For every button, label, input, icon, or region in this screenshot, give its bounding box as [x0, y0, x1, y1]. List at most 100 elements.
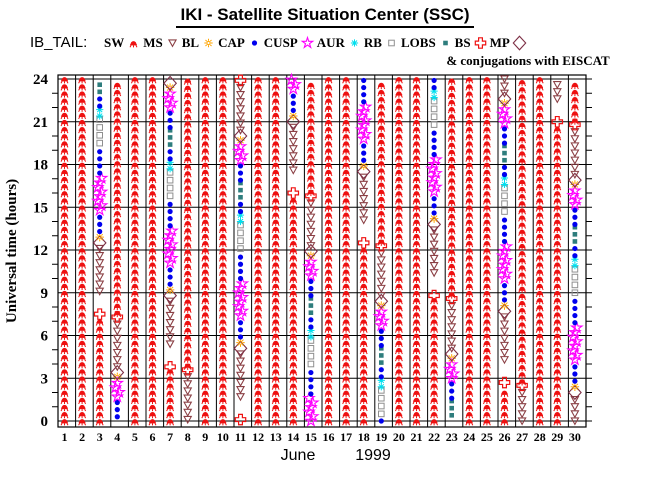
- marker-sw-crab-icon: [183, 234, 192, 243]
- marker-sw-crab-icon: [254, 325, 263, 334]
- marker-sw-crab-icon: [412, 183, 421, 191]
- marker-sw-crab-icon: [254, 126, 263, 134]
- x-day-label: 26: [499, 430, 511, 444]
- marker-sw-crab-icon: [535, 211, 544, 220]
- marker-triangle-down-open-icon: [553, 88, 562, 96]
- marker-sw-crab-icon: [465, 133, 474, 141]
- x-day-label: 6: [150, 430, 156, 444]
- marker-triangle-down-open-icon: [500, 320, 509, 329]
- marker-sw-crab-icon: [60, 268, 69, 277]
- marker-sw-crab-icon: [359, 397, 368, 405]
- marker-sw-crab-icon: [412, 261, 421, 270]
- marker-sw-crab-icon: [113, 167, 122, 176]
- marker-sw-crab-icon: [113, 96, 122, 104]
- marker-sw-crab-icon: [518, 93, 527, 101]
- marker-triangle-down-open-icon: [359, 180, 368, 189]
- marker-sw-crab-icon: [482, 233, 491, 241]
- marker-sw-crab-icon: [342, 233, 351, 241]
- marker-sw-crab-icon: [148, 311, 157, 320]
- marker-sw-crab-icon: [78, 147, 87, 156]
- marker-sw-crab-icon: [60, 83, 69, 92]
- marker-sw-crab-icon: [271, 176, 280, 184]
- marker-sw-crab-icon: [412, 347, 421, 355]
- marker-sw-crab-icon: [553, 368, 562, 377]
- marker-sw-crab-icon: [535, 318, 544, 327]
- marker-sw-crab-icon: [535, 147, 544, 156]
- marker-sw-crab-icon: [553, 375, 562, 384]
- marker-sun-open-icon: [499, 300, 510, 311]
- marker-sw-crab-icon: [271, 340, 280, 348]
- marker-triangle-down-open-icon: [165, 333, 175, 341]
- marker-sw-crab-icon: [324, 112, 333, 120]
- marker-sw-crab-icon: [377, 167, 386, 176]
- marker-dot-filled-icon: [308, 377, 314, 383]
- x-day-label: 8: [185, 430, 191, 444]
- marker-sw-crab-icon: [535, 325, 544, 334]
- marker-sw-crab-icon: [359, 290, 368, 298]
- marker-sw-crab-icon: [254, 368, 263, 377]
- marker-sw-crab-icon: [130, 233, 139, 241]
- marker-sw-crab-icon: [78, 133, 87, 141]
- marker-triangle-down-open-icon: [447, 330, 456, 339]
- marker-sw-crab-icon: [482, 169, 491, 177]
- marker-sw-crab-icon: [148, 297, 157, 305]
- marker-triangle-down-open-icon: [165, 326, 175, 334]
- marker-sw-crab-icon: [166, 382, 175, 391]
- marker-sw-crab-icon: [130, 276, 139, 284]
- marker-sw-crab-icon: [148, 304, 157, 312]
- marker-sw-crab-icon: [218, 105, 227, 113]
- marker-sw-crab-icon: [201, 240, 210, 248]
- marker-sw-crab-icon: [289, 318, 298, 327]
- marker-sw-crab-icon: [254, 304, 263, 312]
- marker-sw-crab-icon: [60, 219, 69, 227]
- marker-sw-crab-icon: [130, 204, 139, 213]
- marker-sw-crab-icon: [482, 190, 491, 198]
- marker-square-filled-icon: [308, 310, 314, 315]
- marker-sw-crab-icon: [95, 382, 104, 391]
- marker-dot-filled-icon: [361, 143, 367, 149]
- marker-sw-crab-icon: [201, 97, 210, 106]
- marker-sw-crab-icon: [482, 375, 491, 384]
- marker-sw-crab-icon: [218, 204, 227, 213]
- marker-sw-crab-icon: [535, 247, 544, 255]
- marker-diamond-open-icon: [163, 288, 177, 303]
- marker-sw-crab-icon: [78, 333, 87, 341]
- marker-sw-crab-icon: [342, 176, 351, 184]
- marker-sw-crab-icon: [518, 172, 527, 180]
- marker-sw-crab-icon: [218, 247, 227, 255]
- marker-sw-crab-icon: [465, 354, 474, 362]
- marker-cross-open-icon: [357, 237, 370, 249]
- marker-sw-crab-icon: [342, 162, 351, 170]
- marker-sw-crab-icon: [535, 83, 544, 92]
- marker-sw-crab-icon: [78, 211, 87, 220]
- marker-sw-crab-icon: [78, 190, 87, 198]
- marker-sw-crab-icon: [148, 90, 157, 99]
- marker-sw-crab-icon: [148, 190, 157, 198]
- marker-sw-crab-icon: [201, 297, 210, 305]
- marker-sw-crab-icon: [218, 140, 227, 149]
- marker-dot-filled-icon: [167, 156, 173, 162]
- marker-sw-crab-icon: [201, 219, 210, 227]
- marker-sw-crab-icon: [183, 92, 192, 100]
- marker-sw-crab-icon: [201, 333, 210, 341]
- marker-sw-crab-icon: [218, 333, 227, 341]
- marker-sw-crab-icon: [113, 288, 122, 297]
- marker-sw-crab-icon: [254, 290, 263, 298]
- marker-sw-crab-icon: [78, 176, 87, 184]
- marker-sw-crab-icon: [430, 333, 439, 341]
- marker-sw-crab-icon: [535, 240, 544, 248]
- marker-sw-crab-icon: [465, 404, 474, 412]
- marker-sw-crab-icon: [289, 325, 298, 334]
- marker-dot-filled-icon: [501, 140, 508, 146]
- marker-sw-crab-icon: [553, 347, 562, 355]
- marker-sw-crab-icon: [130, 254, 139, 263]
- marker-sw-crab-icon: [78, 290, 87, 298]
- marker-sw-crab-icon: [148, 347, 157, 355]
- marker-sw-crab-icon: [412, 112, 421, 120]
- marker-sw-crab-icon: [271, 283, 280, 291]
- marker-sw-crab-icon: [482, 219, 491, 227]
- marker-sw-crab-icon: [482, 240, 491, 248]
- marker-sw-crab-icon: [394, 140, 403, 149]
- marker-sw-crab-icon: [78, 397, 87, 405]
- marker-sw-crab-icon: [60, 333, 69, 341]
